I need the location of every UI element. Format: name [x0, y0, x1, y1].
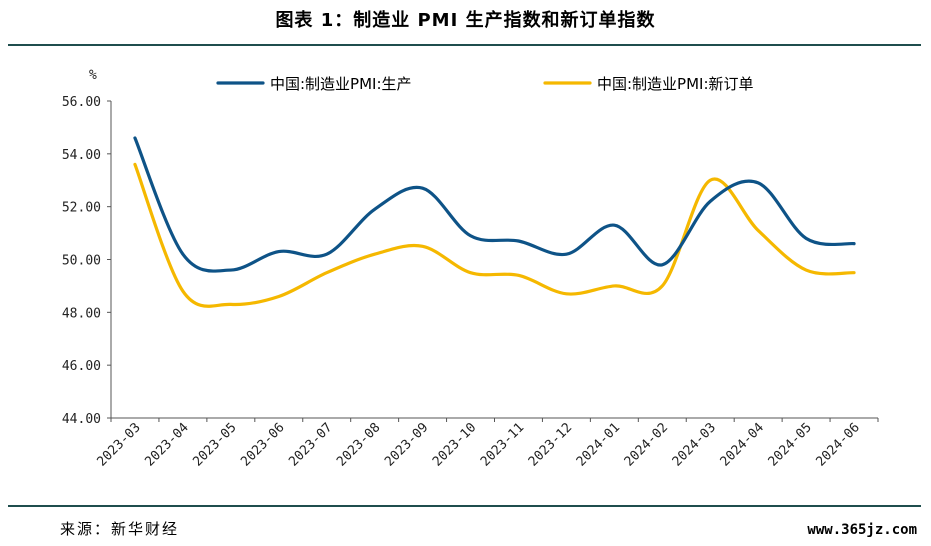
- x-tick-label: 2024-05: [766, 420, 815, 469]
- y-tick-label: 48.00: [62, 306, 101, 321]
- x-tick-label: 2024-02: [622, 420, 671, 469]
- x-tick-label: 2023-03: [94, 420, 143, 469]
- x-tick-label: 2023-10: [430, 420, 479, 469]
- x-tick-label: 2024-04: [718, 420, 767, 469]
- top-rule: [8, 44, 921, 46]
- series-line-1: [133, 136, 856, 273]
- series-line-2: [133, 162, 856, 308]
- chart-title: 图表 1：制造业 PMI 生产指数和新订单指数: [275, 10, 656, 31]
- legend-label-1: 中国:制造业PMI:生产: [270, 75, 412, 93]
- x-tick-label: 2023-07: [286, 420, 335, 469]
- x-tick-label: 2023-12: [526, 420, 575, 469]
- bottom-rule: [8, 505, 921, 507]
- y-axis-label: %: [89, 68, 97, 83]
- x-tick-label: 2023-08: [334, 420, 383, 469]
- legend-label-2: 中国:制造业PMI:新订单: [597, 75, 754, 93]
- x-tick-label: 2024-06: [814, 420, 863, 469]
- x-tick-label: 2023-11: [478, 420, 527, 469]
- legend: 中国:制造业PMI:生产 中国:制造业PMI:新订单: [216, 75, 754, 93]
- x-tick-label: 2024-03: [670, 420, 719, 469]
- axes: %56.0054.0052.0050.0048.0046.0044.002023…: [62, 68, 879, 470]
- y-tick-label: 50.00: [62, 254, 101, 269]
- x-tick-label: 2024-01: [574, 420, 623, 469]
- watermark: www.365jz.com: [807, 522, 917, 538]
- y-tick-label: 56.00: [62, 95, 101, 110]
- source-note: 来源：新华财经: [60, 520, 180, 538]
- y-tick-label: 46.00: [62, 359, 101, 374]
- series-layer: [133, 136, 856, 308]
- x-tick-label: 2023-06: [238, 420, 287, 469]
- x-tick-label: 2023-05: [190, 420, 239, 469]
- x-tick-label: 2023-09: [382, 420, 431, 469]
- y-tick-label: 52.00: [62, 201, 101, 216]
- x-tick-label: 2023-04: [142, 420, 191, 469]
- y-tick-label: 44.00: [62, 412, 101, 427]
- y-tick-label: 54.00: [62, 148, 101, 163]
